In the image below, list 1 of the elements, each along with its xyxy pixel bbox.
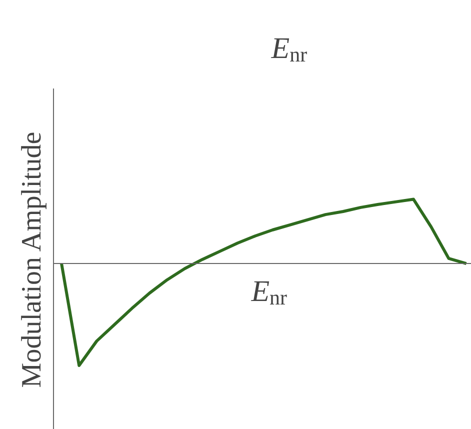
y-axis-title: Modulation Amplitude — [16, 132, 48, 388]
